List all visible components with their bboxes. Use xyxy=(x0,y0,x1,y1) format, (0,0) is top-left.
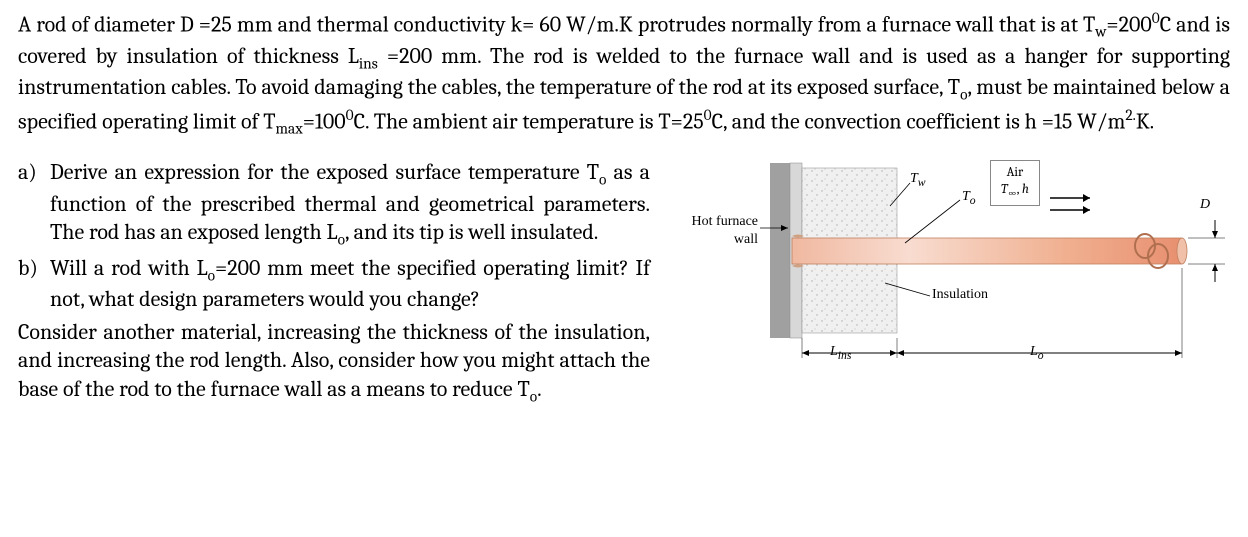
air-label: Air xyxy=(1001,165,1029,182)
insulation-label: Insulation xyxy=(932,286,988,304)
rod-tip xyxy=(1177,238,1187,264)
part-a-content: Derive an expression for the exposed sur… xyxy=(50,158,650,249)
diagram-svg xyxy=(670,158,1230,388)
furnace-wall xyxy=(770,163,790,338)
parts-text: a) Derive an expression for the exposed … xyxy=(18,158,650,406)
lins-label: Lins xyxy=(830,343,851,363)
tw-label: Tw xyxy=(910,170,926,190)
lo-label: Lo xyxy=(1030,343,1044,363)
d-label: D xyxy=(1200,196,1210,214)
part-a-label: a) xyxy=(18,158,50,249)
part-a: a) Derive an expression for the exposed … xyxy=(18,158,650,249)
part-b-content: Will a rod with Lo=200 mm meet the speci… xyxy=(50,254,650,314)
air-box: Air T∞, h xyxy=(990,160,1040,206)
part-b-label: b) xyxy=(18,254,50,314)
to-label: To xyxy=(962,188,976,208)
problem-statement: A rod of diameter D =25 mm and thermal c… xyxy=(18,8,1230,138)
part-b: b) Will a rod with Lo=200 mm meet the sp… xyxy=(18,254,650,314)
rod xyxy=(792,238,1182,264)
parts-container: a) Derive an expression for the exposed … xyxy=(18,158,1230,406)
continuation: Consider another material, increasing th… xyxy=(18,318,650,407)
diagram: Hot furnacewall Air T∞, h Tw To Insulati… xyxy=(670,158,1230,388)
tinf-h-label: T∞, h xyxy=(1001,182,1029,201)
hot-furnace-label: Hot furnacewall xyxy=(682,213,758,249)
